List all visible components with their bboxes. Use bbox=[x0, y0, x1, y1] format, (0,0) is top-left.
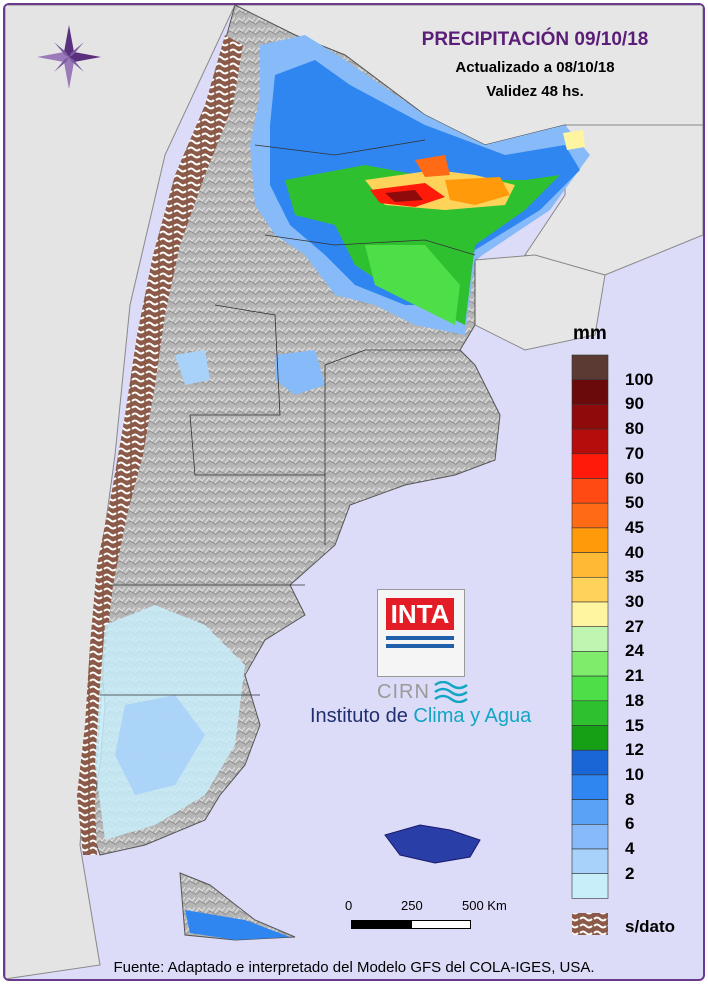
legend-swatch bbox=[571, 478, 609, 504]
institute-name: Instituto de Clima y Agua bbox=[310, 705, 531, 728]
legend-label: 8 bbox=[625, 789, 635, 809]
province-borders bbox=[100, 139, 476, 696]
nodata-andes bbox=[77, 35, 243, 855]
legend-swatch bbox=[571, 700, 609, 726]
legend-swatch bbox=[571, 601, 609, 628]
legend-swatch bbox=[571, 799, 609, 825]
map-title: PRECIPITACIÓN 09/10/18 bbox=[421, 29, 649, 50]
inta-logo: INTA bbox=[377, 589, 465, 677]
legend-label: 21 bbox=[625, 666, 644, 686]
legend-label: 100 bbox=[625, 369, 654, 389]
validity-period: Validez 48 hs. bbox=[486, 83, 584, 100]
precip-darkred bbox=[385, 190, 423, 202]
legend-swatch bbox=[571, 428, 609, 455]
institute-prefix: Instituto de bbox=[310, 705, 414, 727]
source-footer: Fuente: Adaptado e interpretado del Mode… bbox=[113, 959, 595, 976]
legend-swatch-top bbox=[571, 354, 609, 381]
legend-label: 24 bbox=[625, 641, 644, 661]
legend-swatch bbox=[571, 749, 609, 776]
legend-label: 50 bbox=[625, 493, 644, 513]
legend-label: 18 bbox=[625, 690, 644, 710]
cirn-logo-text: CIRN bbox=[377, 681, 430, 703]
scale-tick: 250 bbox=[401, 898, 423, 913]
legend-label: 35 bbox=[625, 567, 644, 587]
legend-swatch bbox=[571, 823, 609, 850]
legend-label: 45 bbox=[625, 517, 644, 537]
legend-label: 60 bbox=[625, 468, 644, 488]
legend-label: 27 bbox=[625, 616, 644, 636]
legend-swatch-nodata bbox=[572, 913, 608, 935]
legend-swatch bbox=[571, 873, 609, 899]
precip-light-central bbox=[275, 350, 325, 395]
legend-swatch bbox=[571, 453, 609, 479]
legend-unit: mm bbox=[573, 323, 607, 344]
legend-swatch bbox=[571, 527, 609, 553]
scale-bar: 0 250 500 Km bbox=[345, 898, 525, 938]
legend-label: 90 bbox=[625, 394, 644, 414]
legend-label: 30 bbox=[625, 592, 644, 611]
precip-light-patagonia-2 bbox=[115, 695, 205, 795]
scale-segment-white bbox=[411, 920, 471, 929]
logo-stripe bbox=[386, 644, 454, 648]
logo-stripe bbox=[386, 636, 454, 640]
precipitation-map bbox=[5, 5, 703, 979]
nodata-label: s/dato bbox=[625, 917, 676, 936]
falkland-islands bbox=[384, 824, 481, 864]
legend-label: 10 bbox=[625, 764, 644, 784]
compass-rose-icon bbox=[37, 25, 101, 89]
legend-label: 15 bbox=[625, 715, 644, 735]
inta-logo-text: INTA bbox=[386, 598, 454, 630]
precip-orange-small bbox=[415, 155, 450, 177]
precip-yellow-ne bbox=[563, 130, 585, 150]
legend-label: 12 bbox=[625, 740, 644, 760]
legend-swatch bbox=[571, 379, 609, 405]
legend-swatch bbox=[571, 404, 609, 430]
legend-swatch bbox=[571, 675, 609, 702]
legend-swatch bbox=[571, 552, 609, 578]
precip-tdf bbox=[185, 910, 290, 940]
legend-label: 4 bbox=[625, 839, 635, 858]
legend-swatch bbox=[571, 626, 609, 652]
precip-green-light bbox=[365, 245, 460, 325]
legend-label: 40 bbox=[625, 542, 644, 562]
scale-segment-black bbox=[351, 920, 411, 929]
legend-label: 80 bbox=[625, 419, 644, 439]
updated-date: Actualizado a 08/10/18 bbox=[455, 59, 615, 76]
legend-label: 2 bbox=[625, 863, 635, 883]
legend-swatch bbox=[571, 651, 609, 677]
precip-light-west bbox=[175, 350, 210, 385]
legend-swatch bbox=[571, 502, 609, 529]
legend-label: 70 bbox=[625, 443, 644, 463]
map-frame: PRECIPITACIÓN 09/10/18 Actualizado a 08/… bbox=[3, 3, 705, 981]
legend-swatches bbox=[571, 354, 609, 935]
scale-tick: 0 bbox=[345, 898, 353, 913]
waves-icon bbox=[434, 681, 468, 703]
legend-label: 6 bbox=[625, 814, 635, 834]
legend-swatch bbox=[571, 576, 609, 603]
institute-highlight: Clima y Agua bbox=[413, 705, 532, 727]
legend-swatch bbox=[571, 774, 609, 800]
legend-swatch bbox=[571, 848, 609, 875]
legend-swatch bbox=[571, 725, 609, 751]
precip-orange bbox=[445, 177, 510, 205]
scale-tick: 500 Km bbox=[462, 898, 507, 913]
